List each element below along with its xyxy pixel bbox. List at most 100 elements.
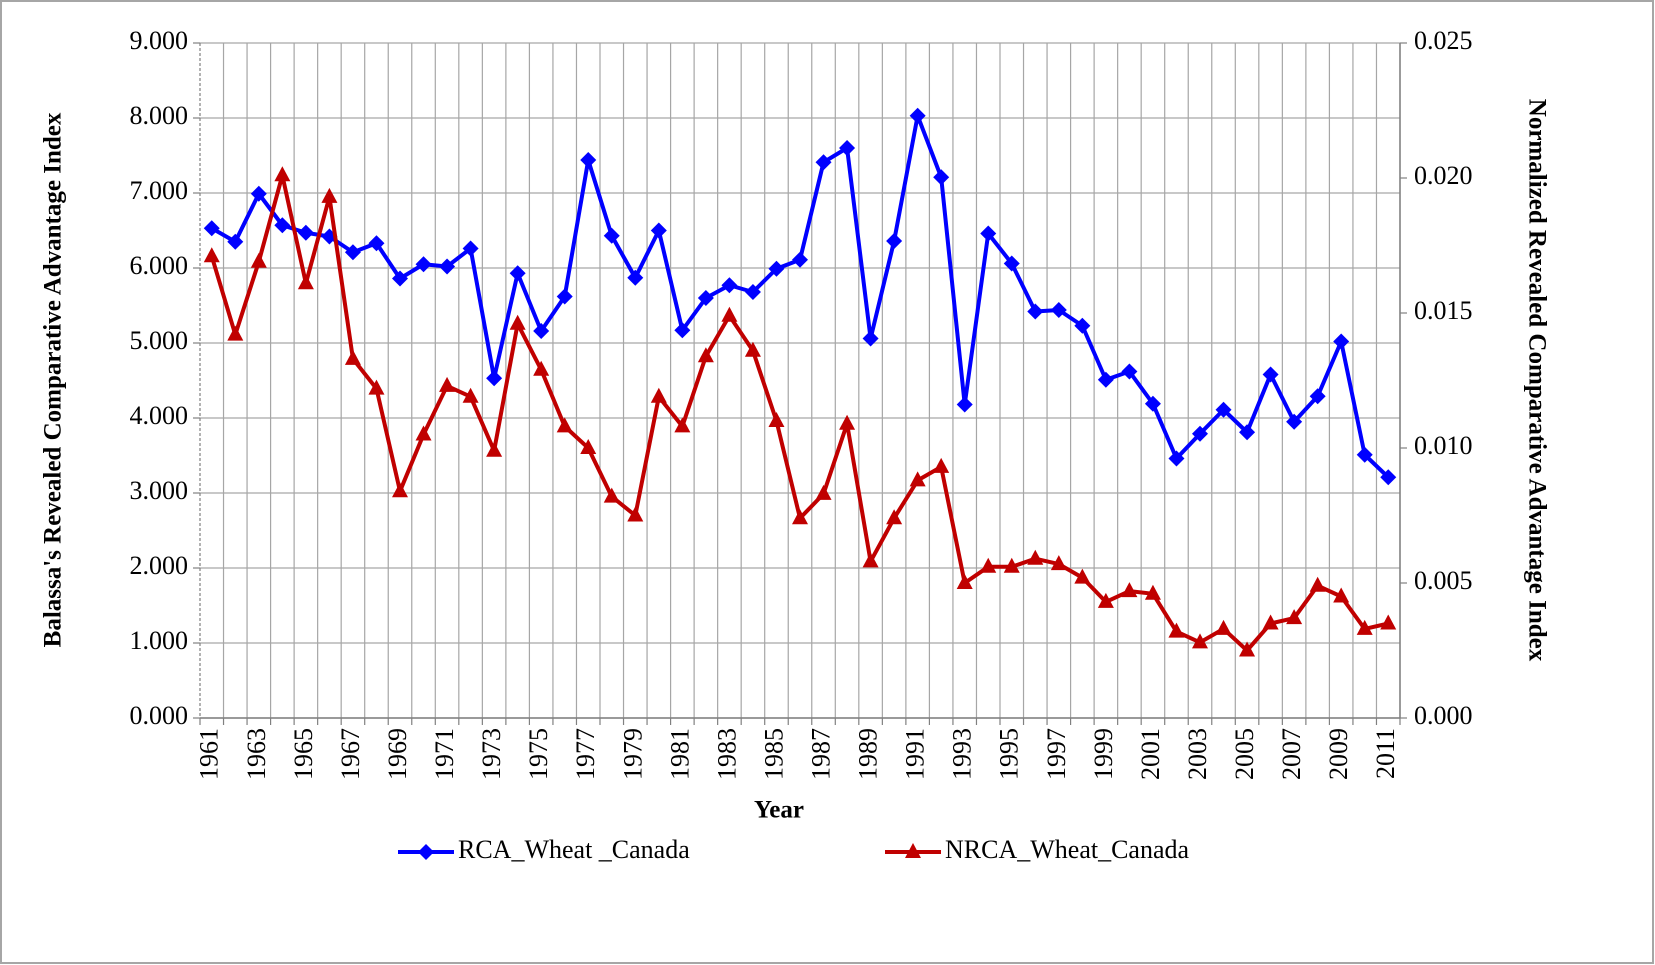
data-point [580, 439, 597, 454]
y-tick-label: 8.000 [130, 101, 189, 130]
data-point [697, 347, 714, 363]
data-point [1097, 592, 1114, 608]
data-point [1097, 371, 1114, 388]
data-point [1333, 587, 1350, 603]
data-point [368, 379, 385, 395]
data-point [768, 260, 785, 277]
data-point [980, 225, 997, 242]
y2-axis-title: Normalized Revealed Comparative Advantag… [1523, 99, 1550, 662]
data-point [392, 270, 408, 287]
data-point [862, 552, 879, 568]
data-point [392, 482, 408, 498]
data-point [886, 509, 903, 525]
data-point [1262, 614, 1279, 630]
data-point [1050, 555, 1067, 571]
data-point [674, 322, 691, 339]
x-tick-label: 2003 [1183, 728, 1212, 780]
data-point [250, 252, 267, 268]
y-tick-label: 3.000 [130, 476, 189, 505]
y-tick-label: 5.000 [130, 326, 189, 355]
data-point [415, 256, 432, 273]
data-point [297, 274, 314, 290]
data-point [1121, 582, 1138, 598]
data-point [1215, 619, 1232, 635]
data-point [674, 417, 691, 433]
data-point [603, 487, 620, 503]
y2-tick-label: 0.020 [1414, 161, 1473, 190]
y2-tick-label: 0.010 [1414, 431, 1473, 460]
data-point [839, 140, 856, 156]
y-tick-label: 4.000 [130, 401, 189, 430]
legend-marker [418, 844, 434, 860]
data-point [486, 370, 503, 387]
y2-tick-label: 0.000 [1414, 701, 1473, 730]
x-tick-label: 1979 [618, 728, 647, 780]
data-point [203, 247, 220, 263]
data-point [1192, 425, 1208, 442]
x-tick-label: 1963 [242, 728, 271, 780]
data-point [1309, 388, 1326, 405]
y-tick-label: 0.000 [130, 701, 189, 730]
data-point [744, 341, 761, 357]
x-tick-label: 2005 [1230, 728, 1259, 780]
data-point [933, 457, 950, 473]
data-point [792, 251, 808, 268]
x-tick-label: 1997 [1042, 728, 1071, 780]
legend-label: RCA_Wheat _Canada [458, 835, 690, 864]
data-point [509, 265, 526, 282]
x-tick-label: 2009 [1324, 728, 1353, 780]
data-point [768, 412, 785, 427]
data-point [439, 258, 456, 275]
legend-marker [905, 843, 921, 858]
data-point [956, 574, 973, 589]
data-point [627, 506, 644, 522]
y2-tick-label: 0.015 [1414, 296, 1473, 325]
data-point [462, 240, 479, 257]
data-point [956, 396, 973, 413]
data-point [1074, 317, 1091, 334]
data-point [933, 169, 950, 186]
data-point [274, 217, 291, 234]
x-tick-label: 1969 [383, 728, 412, 780]
data-point [1168, 450, 1185, 467]
y-tick-label: 9.000 [130, 26, 189, 55]
data-point [980, 557, 997, 573]
data-point [415, 425, 432, 441]
data-point [1286, 609, 1303, 625]
data-point [462, 387, 479, 403]
y2-tick-label: 0.005 [1414, 566, 1473, 595]
data-point [1356, 619, 1373, 635]
data-point [227, 233, 244, 250]
y-tick-label: 7.000 [130, 176, 189, 205]
data-point [650, 387, 667, 403]
data-point [368, 235, 385, 252]
data-point [1286, 413, 1303, 430]
x-tick-label: 2007 [1277, 728, 1306, 780]
x-tick-label: 1989 [854, 728, 883, 780]
data-point [344, 349, 361, 365]
data-point [1380, 469, 1397, 486]
data-point [1239, 641, 1256, 657]
data-point [250, 185, 267, 202]
x-tick-label: 1977 [571, 728, 600, 780]
data-point [792, 509, 808, 525]
x-tick-label: 1967 [336, 728, 365, 780]
x-tick-label: 1985 [759, 728, 788, 780]
x-tick-label: 1975 [524, 728, 553, 780]
y-tick-label: 6.000 [130, 251, 189, 280]
data-point [1027, 549, 1044, 565]
data-point [839, 414, 856, 430]
x-tick-label: 1999 [1089, 728, 1118, 780]
data-point [533, 360, 550, 376]
x-tick-label: 1973 [477, 728, 506, 780]
data-point [697, 290, 714, 306]
data-point [1003, 255, 1020, 272]
data-point [886, 233, 903, 249]
data-point [274, 166, 291, 182]
data-point [321, 187, 338, 203]
data-point [1309, 576, 1326, 592]
data-point [580, 152, 597, 168]
data-point [721, 306, 738, 322]
data-point [909, 471, 926, 487]
